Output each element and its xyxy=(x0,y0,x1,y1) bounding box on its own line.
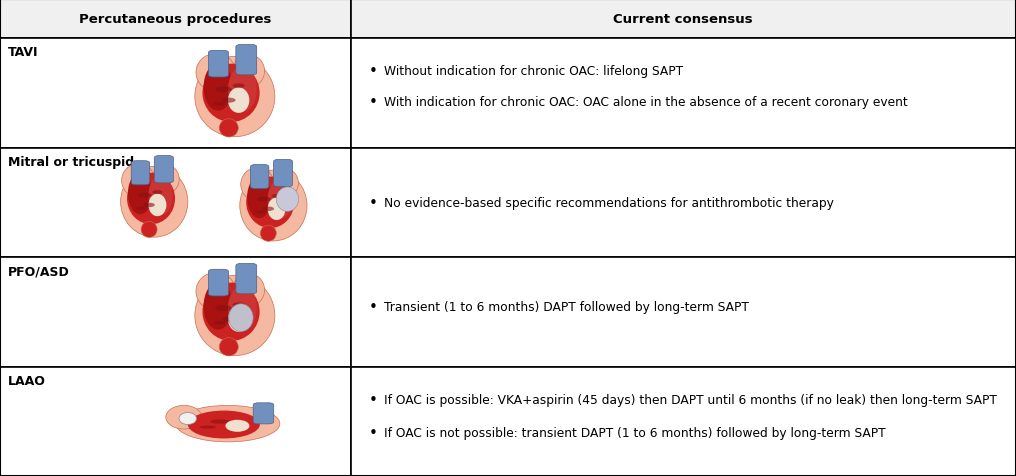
FancyBboxPatch shape xyxy=(131,161,149,186)
Ellipse shape xyxy=(196,273,236,311)
Text: PFO/ASD: PFO/ASD xyxy=(8,265,70,278)
Ellipse shape xyxy=(141,222,157,238)
Ellipse shape xyxy=(195,276,275,356)
Text: •: • xyxy=(369,299,378,314)
FancyBboxPatch shape xyxy=(250,165,269,189)
Ellipse shape xyxy=(137,193,151,198)
Ellipse shape xyxy=(127,173,175,225)
Bar xyxy=(351,0,1016,39)
FancyBboxPatch shape xyxy=(208,270,229,296)
Ellipse shape xyxy=(228,307,249,332)
Ellipse shape xyxy=(233,274,264,307)
Ellipse shape xyxy=(166,406,202,429)
Text: •: • xyxy=(369,95,378,110)
Text: TAVI: TAVI xyxy=(8,46,39,59)
Bar xyxy=(351,149,1016,258)
Text: With indication for chronic OAC: OAC alone in the absence of a recent coronary e: With indication for chronic OAC: OAC alo… xyxy=(384,96,908,109)
Ellipse shape xyxy=(226,420,250,432)
Ellipse shape xyxy=(233,84,245,89)
Ellipse shape xyxy=(240,171,307,241)
Bar xyxy=(0,258,351,367)
Bar xyxy=(0,39,351,149)
Text: •: • xyxy=(369,196,378,210)
FancyBboxPatch shape xyxy=(236,45,257,76)
Ellipse shape xyxy=(276,188,299,212)
Ellipse shape xyxy=(257,197,271,202)
Ellipse shape xyxy=(215,87,232,93)
Ellipse shape xyxy=(210,419,230,424)
Ellipse shape xyxy=(214,321,226,325)
Ellipse shape xyxy=(271,195,281,198)
Ellipse shape xyxy=(271,169,299,198)
Ellipse shape xyxy=(247,177,271,218)
FancyBboxPatch shape xyxy=(253,403,273,424)
Bar xyxy=(351,39,1016,149)
Ellipse shape xyxy=(136,207,146,210)
Text: Transient (1 to 6 months) DAPT followed by long-term SAPT: Transient (1 to 6 months) DAPT followed … xyxy=(384,300,749,313)
Ellipse shape xyxy=(267,198,285,220)
Ellipse shape xyxy=(196,54,236,92)
Bar xyxy=(351,367,1016,476)
Ellipse shape xyxy=(202,65,260,123)
Text: •: • xyxy=(369,425,378,440)
Ellipse shape xyxy=(233,55,264,88)
Ellipse shape xyxy=(128,173,152,215)
Ellipse shape xyxy=(122,164,154,198)
Bar xyxy=(0,367,351,476)
Ellipse shape xyxy=(148,176,173,216)
Ellipse shape xyxy=(188,411,260,438)
Ellipse shape xyxy=(219,119,239,138)
Ellipse shape xyxy=(203,64,233,111)
Bar xyxy=(351,258,1016,367)
Ellipse shape xyxy=(260,226,276,242)
FancyBboxPatch shape xyxy=(154,156,174,183)
Text: No evidence-based specific recommendations for antithrombotic therapy: No evidence-based specific recommendatio… xyxy=(384,197,834,209)
Ellipse shape xyxy=(228,286,257,331)
Ellipse shape xyxy=(262,207,274,211)
Ellipse shape xyxy=(221,99,236,103)
Ellipse shape xyxy=(229,304,253,332)
Text: Mitral or tricuspid: Mitral or tricuspid xyxy=(8,156,134,169)
Bar xyxy=(0,0,351,39)
Ellipse shape xyxy=(179,413,197,425)
Text: Without indication for chronic OAC: lifelong SAPT: Without indication for chronic OAC: life… xyxy=(384,65,683,78)
Ellipse shape xyxy=(121,167,188,238)
Ellipse shape xyxy=(228,68,257,113)
Ellipse shape xyxy=(215,306,232,311)
Ellipse shape xyxy=(143,203,154,208)
Text: If OAC is not possible: transient DAPT (1 to 6 months) followed by long-term SAP: If OAC is not possible: transient DAPT (… xyxy=(384,426,886,439)
Ellipse shape xyxy=(214,103,226,107)
Text: •: • xyxy=(369,64,378,79)
Ellipse shape xyxy=(241,168,274,202)
Ellipse shape xyxy=(256,211,265,214)
Ellipse shape xyxy=(200,426,215,429)
Ellipse shape xyxy=(152,191,163,195)
Text: Percutaneous procedures: Percutaneous procedures xyxy=(79,13,271,26)
Text: LAAO: LAAO xyxy=(8,374,46,387)
Ellipse shape xyxy=(203,283,233,330)
Ellipse shape xyxy=(176,406,279,442)
Ellipse shape xyxy=(221,317,236,322)
FancyBboxPatch shape xyxy=(236,264,257,294)
Ellipse shape xyxy=(195,57,275,138)
Ellipse shape xyxy=(228,424,244,427)
Ellipse shape xyxy=(148,194,167,217)
Ellipse shape xyxy=(202,283,260,341)
Ellipse shape xyxy=(233,303,245,307)
Text: Current consensus: Current consensus xyxy=(614,13,753,26)
Ellipse shape xyxy=(152,165,179,194)
Text: If OAC is possible: VKA+aspirin (45 days) then DAPT until 6 months (if no leak) : If OAC is possible: VKA+aspirin (45 days… xyxy=(384,393,997,406)
Ellipse shape xyxy=(267,180,292,219)
Ellipse shape xyxy=(246,177,295,228)
FancyBboxPatch shape xyxy=(208,51,229,78)
FancyBboxPatch shape xyxy=(273,160,293,187)
Ellipse shape xyxy=(228,88,249,114)
Text: •: • xyxy=(369,392,378,407)
Ellipse shape xyxy=(219,338,239,356)
Bar xyxy=(0,149,351,258)
